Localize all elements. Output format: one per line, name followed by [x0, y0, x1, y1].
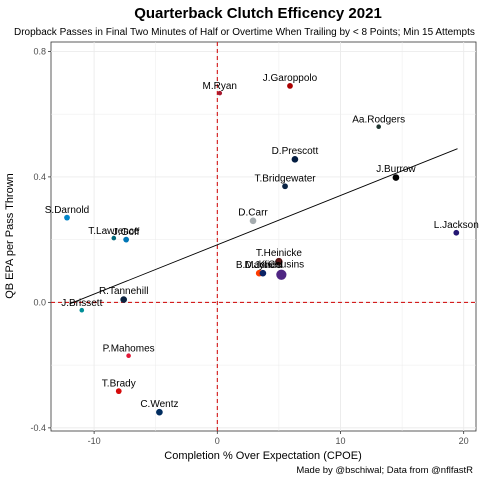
y-tick-label: -0.4: [30, 423, 46, 433]
plot-panel: [50, 41, 477, 432]
y-tick-label: 0.8: [33, 46, 46, 56]
data-point: [156, 408, 163, 416]
x-tick-label: -10: [88, 436, 101, 446]
point-label: M.Ryan: [203, 81, 237, 92]
point-label: Aa.Rodgers: [352, 114, 405, 125]
point-label: T.Lawrence: [88, 226, 140, 237]
data-point: [120, 296, 128, 303]
point-label: D.Jones: [245, 260, 282, 271]
data-point: [217, 90, 223, 96]
point-label: D.Prescott: [272, 146, 319, 157]
data-point: [111, 235, 117, 241]
point-label: J.Garoppolo: [263, 73, 318, 84]
point-label: J.Brissett: [61, 298, 102, 309]
data-points: [64, 83, 460, 416]
y-tick-label: 0.0: [33, 297, 46, 307]
data-point: [453, 229, 460, 236]
x-tick-label: 10: [335, 436, 345, 446]
trend-line-layer: [69, 148, 458, 305]
point-label: T.Heinicke: [256, 248, 303, 259]
data-point: [282, 183, 288, 190]
data-point: [123, 236, 130, 243]
data-point: [259, 269, 267, 277]
point-labels: M.Ryan J.Garoppolo Aa.Rodgers D.Prescott J.B…: [45, 73, 479, 410]
data-point: [287, 83, 293, 89]
point-label: B.Mayfield: [236, 260, 283, 271]
chart-title: Quarterback Clutch Efficency 2021: [134, 5, 382, 22]
point-label: C.Wentz: [140, 399, 178, 410]
data-point: [79, 307, 85, 313]
data-point: [392, 174, 400, 181]
data-point: [275, 257, 283, 266]
point-label: J.Goff: [113, 227, 140, 238]
point-label: R.Tannehill: [99, 286, 148, 297]
reference-lines: [51, 42, 476, 431]
point-label: T.Bridgewater: [254, 173, 316, 184]
point-label: K.Cousins: [259, 260, 305, 271]
data-point: [276, 269, 287, 280]
point-label: L.Jackson: [434, 220, 479, 231]
point-label: P.Mahomes: [103, 343, 155, 354]
data-point: [291, 156, 299, 163]
x-tick-label: 20: [459, 436, 469, 446]
point-label: S.Darnold: [45, 205, 89, 216]
chart-subtitle: Dropback Passes in Final Two Minutes of …: [14, 27, 475, 38]
y-axis-title: QB EPA per Pass Thrown: [4, 173, 16, 299]
axis-ticks: -10 0 10 20 -0.4 0.0 0.4 0.8: [30, 46, 468, 446]
data-point: [126, 353, 131, 359]
point-label: T.Brady: [102, 378, 136, 389]
point-label: D.Carr: [238, 207, 268, 218]
x-axis-title: Completion % Over Expectation (CPOE): [164, 450, 361, 462]
data-point: [115, 388, 122, 395]
x-tick-label: 0: [215, 436, 220, 446]
data-point: [249, 217, 257, 225]
y-tick-label: 0.4: [33, 172, 46, 182]
trend-line: [69, 148, 458, 305]
point-label: J.Burrow: [376, 164, 416, 175]
chart-caption: Made by @bschiwal; Data from @nflfastR: [296, 465, 473, 476]
data-point: [376, 124, 381, 130]
data-point: [64, 214, 70, 221]
